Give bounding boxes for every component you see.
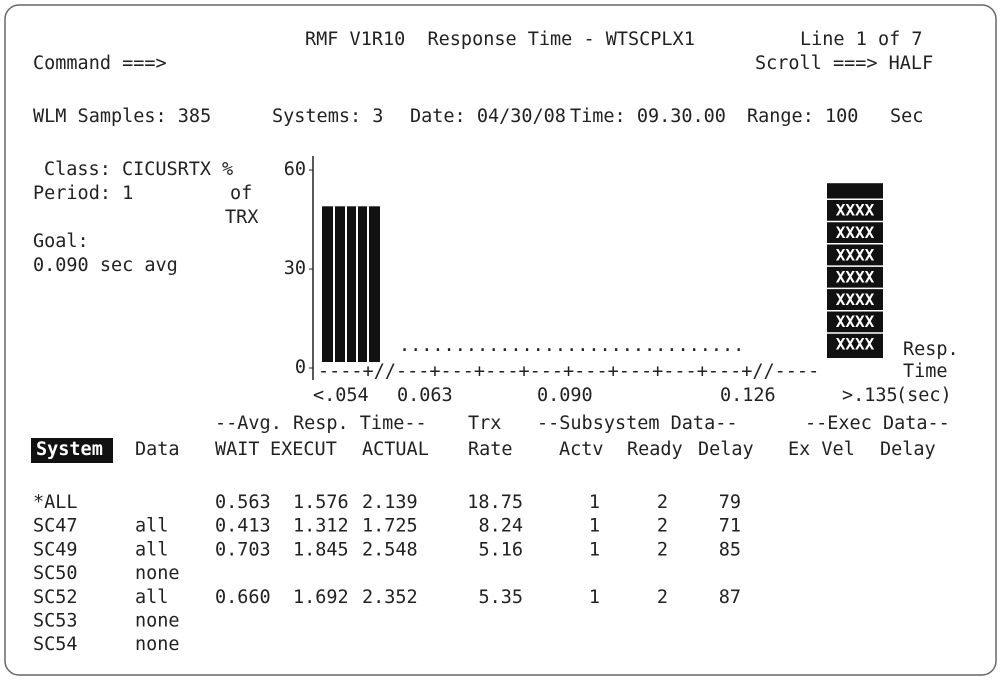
table-cell: 79 [719, 492, 741, 513]
summary-field: Time: 09.30.00 [570, 106, 726, 127]
table-cell: 87 [719, 587, 741, 608]
table-cell: 0.660 [215, 587, 271, 608]
table-cell: 2.548 [362, 539, 418, 560]
column-header: Delay [698, 439, 754, 460]
table-cell: SC47 [33, 516, 78, 537]
y-axis-label: TRX [225, 207, 258, 228]
table-cell: SC53 [33, 611, 78, 632]
x-axis-line: ----+//---+---+---+---+---+---+---+---+/… [318, 361, 819, 382]
group-header: Trx [468, 413, 501, 434]
table-cell: SC52 [33, 587, 78, 608]
line-info: Line 1 of 7 [800, 29, 923, 50]
table-cell: *ALL [33, 492, 78, 513]
dotted-line: ............................... [399, 335, 744, 356]
table-cell: 2.352 [362, 587, 418, 608]
column-header: EXECUT [270, 439, 337, 460]
column-header: Ex Vel [788, 439, 855, 460]
period-label: Period: 1 [33, 183, 133, 204]
table-cell: all [135, 587, 168, 608]
table-cell: all [135, 516, 168, 537]
y-tick-label: 0 [295, 357, 306, 378]
table-cell: 0.563 [215, 492, 271, 513]
bar-fill-label: XXXX [836, 223, 875, 242]
table-cell: 2 [657, 587, 668, 608]
column-header: Data [135, 439, 180, 460]
bar-fill-label: XXXX [836, 335, 875, 354]
x-tick-label: 0.126 [720, 385, 776, 406]
x-tick-label: >.135 [842, 385, 898, 406]
column-header: WAIT [215, 439, 260, 460]
column-header: System [36, 439, 103, 460]
table-cell: 0.703 [215, 539, 271, 560]
table-cell: 1.312 [293, 516, 349, 537]
table-cell: 5.35 [478, 587, 523, 608]
class-label: Class: CICUSRTX [44, 159, 211, 180]
column-header: Ready [627, 439, 683, 460]
x-tick-label: <.054 [313, 385, 369, 406]
group-header: --Subsystem Data-- [537, 413, 737, 434]
x-axis-label: (sec) [896, 385, 952, 406]
bar [322, 206, 380, 362]
scroll-field: Scroll ===> HALF [755, 53, 933, 74]
table-cell: none [135, 634, 180, 655]
table-cell: 2 [657, 539, 668, 560]
bar-fill-label: XXXX [836, 245, 875, 264]
group-header: --Exec Data-- [805, 413, 950, 434]
table-cell: SC54 [33, 634, 78, 655]
table-cell: 5.16 [478, 539, 523, 560]
goal-label: Goal: [33, 231, 89, 252]
y-tick-label: 60 [284, 159, 306, 180]
table-cell: 1 [589, 516, 600, 537]
table-cell: 1 [589, 492, 600, 513]
table-cell: 1.692 [293, 587, 349, 608]
x-tick-label: 0.090 [537, 385, 593, 406]
table-cell: all [135, 539, 168, 560]
y-axis-label: % [222, 159, 233, 180]
bar [827, 183, 883, 358]
table-cell: 71 [719, 516, 741, 537]
summary-field: Date: 04/30/08 [410, 106, 566, 127]
screen-title: RMF V1R10 Response Time - WTSCPLX1 [305, 29, 695, 50]
table-cell: 1 [589, 539, 600, 560]
table-cell: 8.24 [478, 516, 523, 537]
table-cell: 1.725 [362, 516, 418, 537]
table-cell: 85 [719, 539, 741, 560]
x-axis-label: Resp. [903, 339, 959, 360]
table-cell: 2 [657, 516, 668, 537]
table-cell: SC49 [33, 539, 78, 560]
column-header: Delay [880, 439, 936, 460]
y-axis-label: of [230, 183, 252, 204]
summary-field: WLM Samples: 385 [33, 106, 211, 127]
column-header: Actv [559, 439, 604, 460]
table-cell: 1.576 [293, 492, 349, 513]
bar-fill-label: XXXX [836, 312, 875, 331]
column-header: ACTUAL [362, 439, 429, 460]
screen-frame [4, 4, 997, 676]
bar-fill-label: XXXX [836, 268, 875, 287]
group-header: --Avg. Resp. Time-- [215, 413, 427, 434]
table-cell: 1.845 [293, 539, 349, 560]
table-cell: none [135, 611, 180, 632]
table-cell: 0.413 [215, 516, 271, 537]
goal-value: 0.090 sec avg [33, 255, 178, 276]
summary-field: Systems: 3 [272, 106, 383, 127]
table-cell: SC50 [33, 563, 78, 584]
x-tick-label: 0.063 [397, 385, 453, 406]
column-header: Rate [468, 439, 513, 460]
summary-field: Sec [890, 106, 923, 127]
table-cell: none [135, 563, 180, 584]
summary-field: Range: 100 [747, 106, 858, 127]
table-cell: 2 [657, 492, 668, 513]
highlight-box [31, 438, 113, 463]
x-axis-label: Time [903, 361, 948, 382]
command-label: Command ===> [33, 53, 167, 74]
y-tick-label: 30 [284, 258, 306, 279]
table-cell: 18.75 [467, 492, 523, 513]
table-cell: 1 [589, 587, 600, 608]
bar-fill-label: XXXX [836, 290, 875, 309]
table-cell: 2.139 [362, 492, 418, 513]
bar-fill-label: XXXX [836, 201, 875, 220]
